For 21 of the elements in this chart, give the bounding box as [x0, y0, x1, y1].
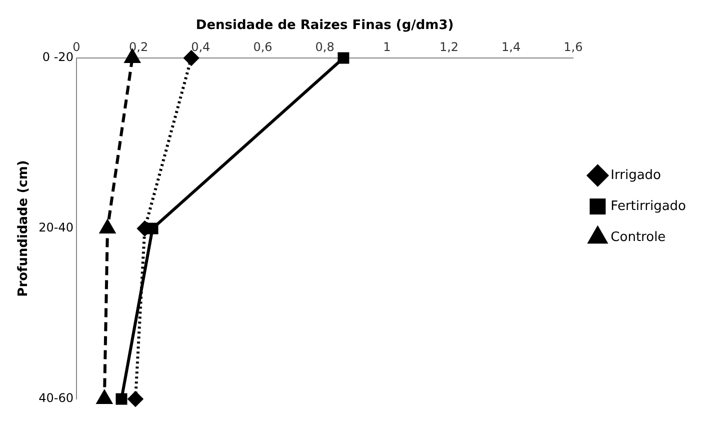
x-tick-label: 0,4 — [191, 40, 210, 54]
x-tick-label: 0 — [72, 40, 80, 54]
x-tick-label: 0,2 — [129, 40, 148, 54]
y-tick-label: 40-60 — [38, 391, 74, 406]
point — [184, 50, 199, 66]
x-tick-label: 0,8 — [315, 40, 334, 54]
y-tick-label: 20-40 — [38, 220, 74, 235]
x-tick-label: 1,2 — [439, 40, 459, 54]
x-tick-label: 0,6 — [253, 40, 272, 54]
point — [116, 393, 128, 405]
x-axis-title: Densidade de Raizes Finas (g/dm3) — [196, 18, 454, 34]
x-tick-label: 1,4 — [502, 40, 521, 54]
y-tick-label: 0 -20 — [42, 50, 74, 64]
legend-label: Fertirrigado — [610, 198, 686, 214]
x-tick-label: 1,6 — [564, 40, 583, 54]
y-axis-title: Profundidade (cm) — [16, 160, 32, 297]
legend-label: Controle — [610, 230, 666, 245]
point — [128, 392, 143, 406]
point — [338, 52, 350, 64]
legend-label: Irrigado — [610, 168, 662, 183]
x-tick-label: 1 — [383, 40, 391, 54]
